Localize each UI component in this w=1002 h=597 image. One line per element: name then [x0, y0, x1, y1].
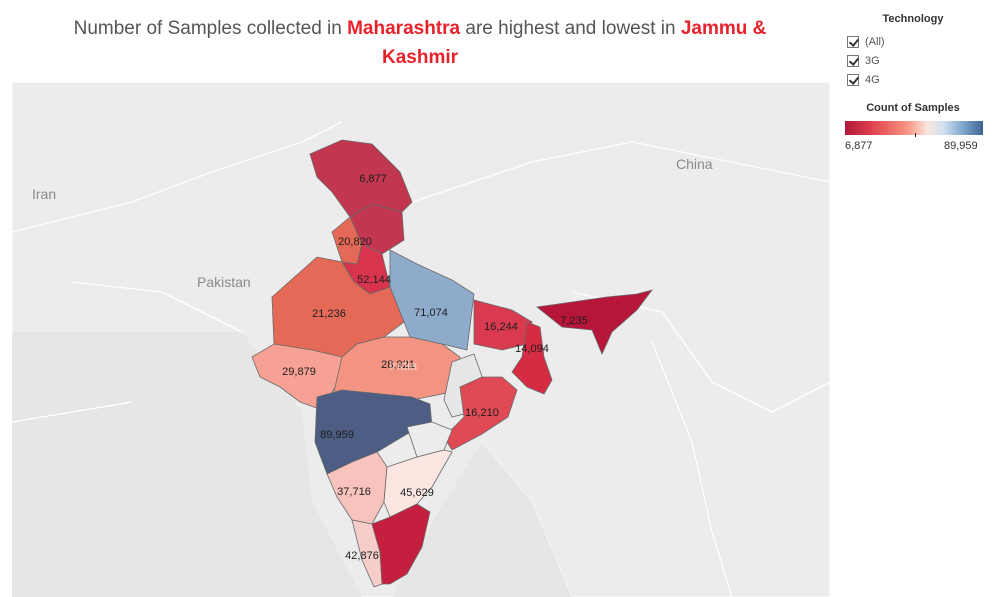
gradient-min-label: 6,877	[845, 140, 873, 152]
map-view[interactable]: 6,877 20,820 71,074 52,144 71,074 21,236…	[12, 82, 830, 597]
filter-label-4g: 4G	[865, 74, 880, 86]
state-tamil-nadu[interactable]	[371, 503, 431, 585]
title-state-high: Maharashtra	[347, 18, 461, 39]
checkbox-4g[interactable]	[847, 74, 859, 86]
label-maharashtra: 89,959	[320, 429, 354, 441]
checkbox-3g[interactable]	[847, 55, 859, 67]
label-madhya-pradesh: 28,921	[381, 359, 415, 371]
state-odisha[interactable]	[443, 376, 518, 451]
title-state-low-2: Kashmir	[381, 47, 459, 68]
bay-of-bengal	[392, 442, 572, 597]
state-andhra[interactable]	[383, 449, 453, 518]
filter-option-3g[interactable]: 3G	[847, 53, 880, 69]
state-west-bengal[interactable]	[511, 321, 553, 395]
label-punjab: 20,820	[338, 236, 372, 248]
state-value-labels: 6,877 20,820 71,074 52,144 71,074 21,236…	[282, 173, 588, 562]
india-states	[251, 139, 654, 588]
label-uttar-pradesh: 71,074	[414, 307, 448, 319]
label-karnataka: 37,716	[337, 486, 371, 498]
filter-label-all: (All)	[865, 36, 885, 48]
map-svg[interactable]: 6,877 20,820 71,074 52,144 71,074 21,236…	[12, 82, 830, 597]
title-state-low-1: Jammu &	[680, 18, 767, 39]
technology-filter-title: Technology	[882, 13, 944, 25]
country-borders	[12, 121, 830, 597]
filter-option-4g[interactable]: 4G	[847, 72, 880, 88]
checkbox-all[interactable]	[847, 36, 859, 48]
color-gradient-bar	[845, 121, 983, 135]
filter-option-all[interactable]: (All)	[847, 34, 885, 50]
label-kerala: 42,876	[345, 550, 379, 562]
chart-title: Number of Samples collected in Maharasht…	[20, 14, 820, 72]
sea	[12, 332, 362, 597]
state-telangana[interactable]	[406, 421, 453, 458]
label-iran: Iran	[32, 186, 57, 202]
label-india: India	[389, 358, 418, 373]
label-odisha: 16,210	[465, 407, 499, 419]
title-text-1: Number of Samples collected in	[73, 18, 348, 39]
label-andhra: 45,629	[400, 487, 434, 499]
gradient-midpoint-tick	[915, 133, 916, 137]
state-assam[interactable]	[536, 289, 654, 356]
color-legend-title: Count of Samples	[866, 102, 960, 114]
title-text-2: are highest and lowest in	[460, 18, 681, 39]
label-pakistan: Pakistan	[197, 274, 251, 290]
label-china: China	[676, 156, 713, 172]
label-jammu-kashmir: 6,877	[359, 173, 387, 185]
gradient-max-label: 89,959	[944, 140, 978, 152]
label-assam: 7,235	[560, 315, 588, 327]
label-bihar: 16,244	[484, 321, 518, 333]
label-haryana: 52,144	[357, 274, 391, 286]
label-gujarat: 29,879	[282, 366, 316, 378]
filter-label-3g: 3G	[865, 55, 880, 67]
label-west-bengal: 14,094	[515, 343, 549, 355]
label-rajasthan: 21,236	[312, 308, 346, 320]
